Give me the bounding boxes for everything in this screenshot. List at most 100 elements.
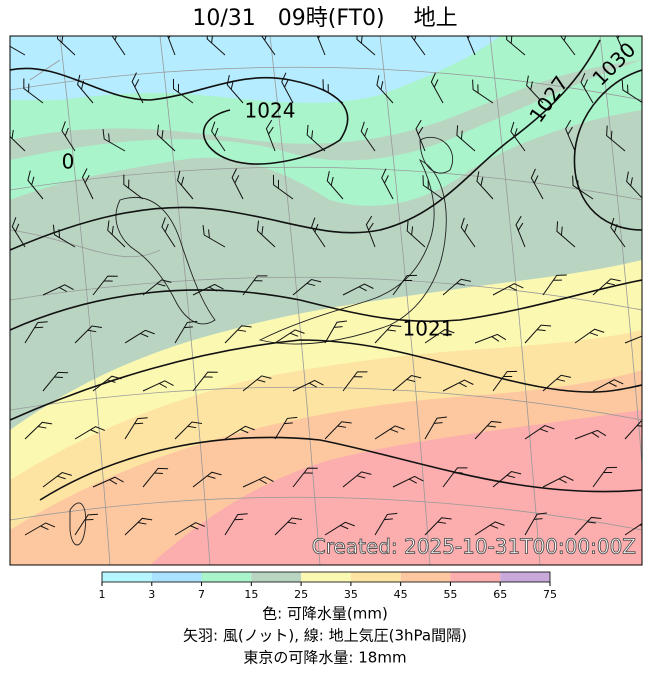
wind-barb [422, 175, 444, 200]
wind-barb [392, 475, 424, 488]
wind-barb [311, 217, 326, 248]
wind-barb [274, 329, 305, 344]
wind-barb [42, 472, 72, 488]
wind-barb [643, 467, 651, 493]
wind-barbs [10, 36, 651, 536]
wind-barb [142, 467, 169, 488]
colorbar-tick-label: 3 [148, 588, 155, 601]
graticule-line [10, 166, 642, 201]
wind-barb [606, 125, 626, 152]
colorbar-tick-label: 55 [443, 588, 457, 601]
wind-barb [274, 416, 298, 440]
wind-barb [23, 78, 44, 104]
wind-barb [392, 375, 422, 392]
wind-barb [614, 36, 626, 56]
colorbar-segment [400, 572, 451, 582]
wind-barb [565, 120, 576, 152]
wind-barb [324, 521, 355, 536]
wind-barb [61, 121, 76, 152]
wind-barb [292, 467, 318, 488]
graticule-line [159, 36, 211, 565]
wind-barb [306, 124, 326, 152]
wind-barb [574, 516, 602, 536]
wind-barb [24, 522, 56, 536]
wind-barb [424, 416, 447, 440]
wind-barb [242, 375, 272, 392]
map-area: 1024 1021 1027 1030 0 Created: 2025-10-3… [10, 36, 651, 565]
wind-barb [376, 75, 394, 104]
colorbar-segment [201, 572, 252, 582]
wind-barb [174, 421, 202, 440]
wind-barb [643, 366, 651, 395]
colorbar-tick-label: 7 [198, 588, 205, 601]
isobar-label: 0 [62, 150, 75, 174]
colorbar-segment [500, 572, 550, 582]
graticule-line [599, 36, 642, 469]
wind-barb [42, 284, 74, 296]
wind-barb [274, 517, 302, 536]
isobar-label: 1021 [403, 317, 454, 341]
wind-barb [530, 168, 544, 200]
wind-barb [156, 124, 176, 152]
wind-barb [542, 374, 571, 392]
wind-barb [174, 522, 206, 536]
wind-barb [102, 129, 126, 152]
colorbar: 1 3 7 15 25 35 45 55 65 75 [99, 571, 557, 601]
wind-barb [124, 517, 153, 536]
wind-barb [515, 215, 526, 248]
wind-barb [365, 215, 376, 248]
wind-barb [292, 379, 324, 392]
colorbar-tick-label: 25 [294, 588, 308, 601]
wind-barb [381, 168, 394, 200]
wind-barb [621, 79, 642, 104]
wind-barb [542, 274, 567, 296]
graticule-line [10, 386, 642, 421]
isobar-label: 1024 [245, 99, 296, 123]
wind-barb [272, 174, 294, 200]
map-frame [9, 35, 643, 566]
wind-barb [322, 79, 344, 104]
wind-barb [231, 168, 244, 200]
wind-barb [10, 124, 26, 152]
created-stamp: Created: 2025-10-31T00:00:00Z [312, 535, 636, 559]
wind-barb [424, 517, 452, 536]
colorbar-tick-label: 35 [344, 588, 358, 601]
caption: 東京の可降水量: 18mm [243, 649, 406, 667]
wind-barb [224, 513, 248, 536]
wind-barb [177, 170, 194, 200]
wind-barb [592, 278, 621, 296]
wind-barb [342, 371, 368, 392]
wind-barb [492, 283, 524, 296]
colorbar-segment [301, 572, 351, 582]
wind-barb [172, 78, 194, 104]
wind-barb [465, 36, 476, 56]
graticule-line [379, 36, 431, 565]
graticule-line [10, 66, 642, 101]
colorbar-segment [102, 572, 152, 582]
wind-barb [24, 421, 53, 440]
wind-barb [472, 79, 494, 104]
wind-barb [326, 171, 344, 200]
wind-barb [460, 217, 476, 248]
wind-barb [574, 328, 605, 344]
wind-barb [524, 512, 547, 536]
wind-barb [92, 275, 118, 296]
wind-barb [406, 220, 426, 248]
wind-barb [510, 121, 526, 152]
wind-barb [324, 320, 347, 344]
wind-barb [11, 217, 26, 248]
wind-barb [643, 280, 651, 302]
wind-barb [281, 72, 294, 104]
wind-barb [124, 417, 148, 440]
wind-barb [165, 36, 176, 56]
wind-barb [202, 225, 226, 248]
wind-barb [342, 283, 374, 296]
wind-barb [524, 324, 552, 344]
wind-barb [265, 119, 276, 152]
wind-barb [574, 429, 607, 440]
wind-barb [142, 279, 172, 296]
wind-barb [81, 168, 94, 200]
wind-barb [626, 171, 642, 200]
wind-barb [360, 121, 376, 152]
